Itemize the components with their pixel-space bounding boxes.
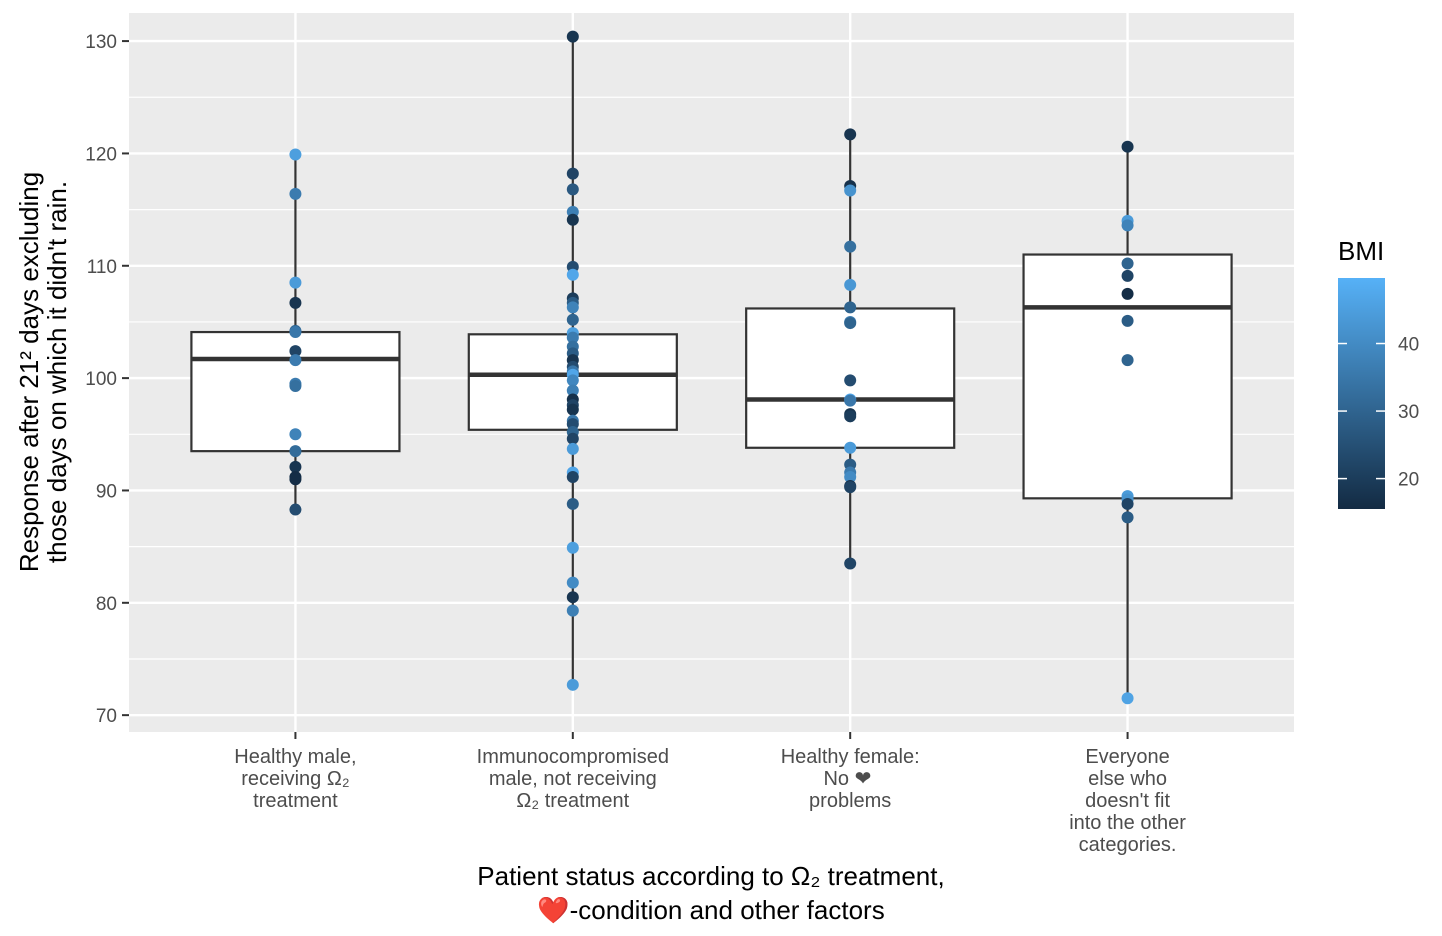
x-category-label-line: Everyone [1085, 746, 1170, 768]
x-category-label-line: into the other [1069, 812, 1186, 834]
data-point [844, 301, 857, 314]
x-category-label-line: problems [809, 790, 891, 812]
data-point [844, 317, 857, 330]
data-point [289, 473, 302, 486]
data-point [289, 503, 302, 516]
legend-tick-label: 30 [1398, 402, 1419, 423]
data-point [566, 313, 579, 326]
x-axis-title-line-2: ❤️-condition and other factors [537, 895, 884, 925]
x-category-label-line: Healthy female: [781, 746, 920, 768]
y-tick-label: 90 [96, 481, 117, 502]
legend-tick-label: 40 [1398, 335, 1419, 356]
data-point [844, 128, 857, 141]
data-point [289, 354, 302, 367]
x-category-label-line: categories. [1079, 834, 1177, 856]
data-point [289, 428, 302, 441]
x-category-label-line: Immunocompromised [477, 746, 669, 768]
y-tick-label: 100 [85, 369, 117, 390]
data-point [566, 374, 579, 387]
legend-colorbar [1338, 278, 1385, 509]
data-point [289, 345, 302, 358]
y-tick-label: 130 [85, 32, 117, 53]
x-category-label: Everyone else who doesn't fit into the othe… [1069, 746, 1186, 856]
data-point [289, 276, 302, 289]
data-point [1121, 511, 1134, 524]
data-point [1121, 354, 1134, 367]
x-axis-title-line-1: Patient status according to Ω₂ treatment… [477, 861, 944, 891]
data-point [566, 213, 579, 226]
x-axis-title: Patient status according to Ω₂ treatment… [477, 861, 944, 925]
data-point [844, 557, 857, 570]
x-category-label-line: male, not receiving [489, 768, 657, 790]
data-point [844, 394, 857, 407]
x-category-label-line: receiving Ω₂ [241, 768, 349, 790]
legend-title: BMI [1338, 236, 1384, 266]
data-point [566, 30, 579, 43]
x-category-label-line: doesn't fit [1085, 790, 1170, 812]
data-point [844, 374, 857, 387]
x-category-label-line: No ❤ [823, 768, 876, 790]
y-axis: 70 80 90 100 110 120 130 [85, 32, 129, 727]
data-point [566, 183, 579, 196]
data-point [1121, 497, 1134, 510]
x-category-label-line: Ω₂ treatment [516, 790, 629, 812]
x-category-label-line: Healthy male, [234, 746, 356, 768]
y-axis-title-line-1: Response after 21² days excluding [14, 172, 44, 572]
data-point [1121, 269, 1134, 282]
data-point [566, 301, 579, 314]
y-tick-label: 120 [85, 144, 117, 165]
x-category-label: Healthy male, receiving Ω₂ treatment [234, 746, 356, 812]
data-point [844, 240, 857, 253]
data-points [289, 30, 1134, 705]
data-point [566, 541, 579, 554]
data-point [289, 379, 302, 392]
data-point [566, 167, 579, 180]
data-point [566, 432, 579, 445]
y-tick-label: 80 [96, 594, 117, 615]
data-point [289, 187, 302, 200]
x-axis: Healthy male, receiving Ω₂ treatment Immuno… [234, 732, 1186, 856]
data-point [566, 268, 579, 281]
x-category-label-line: else who [1088, 768, 1167, 790]
data-point [566, 403, 579, 416]
data-point [1121, 219, 1134, 232]
data-point [1121, 314, 1134, 327]
data-point [1121, 257, 1134, 270]
data-point [1121, 692, 1134, 705]
x-category-label-line: treatment [253, 790, 338, 812]
data-point [566, 442, 579, 455]
data-point [289, 296, 302, 309]
data-point [844, 278, 857, 291]
x-category-label: Immunocompromised male, not receiving Ω₂ t… [477, 746, 669, 812]
bmi-legend: BMI 20 30 40 [1338, 236, 1419, 509]
data-point [566, 331, 579, 344]
data-point [566, 497, 579, 510]
data-point [844, 441, 857, 454]
data-point [1121, 140, 1134, 153]
x-category-label: Healthy female: No ❤ problems [781, 746, 920, 812]
data-point [566, 470, 579, 483]
data-point [289, 460, 302, 473]
data-point [844, 481, 857, 494]
data-point [566, 384, 579, 397]
data-point [566, 604, 579, 617]
data-point [1121, 287, 1134, 300]
data-point [566, 591, 579, 604]
data-point [289, 445, 302, 458]
legend-tick-label: 20 [1398, 470, 1419, 491]
data-point [289, 148, 302, 161]
data-point [844, 184, 857, 197]
data-point [844, 410, 857, 423]
data-point [566, 678, 579, 691]
y-tick-label: 70 [96, 706, 117, 727]
y-tick-label: 110 [87, 257, 117, 278]
data-point [289, 326, 302, 339]
y-axis-title-line-2: those days on which it didn't rain. [42, 181, 72, 563]
data-point [566, 576, 579, 589]
legend-ticks: 20 30 40 [1338, 335, 1419, 491]
y-axis-title: Response after 21² days excluding those … [14, 172, 72, 572]
data-point [844, 470, 857, 483]
